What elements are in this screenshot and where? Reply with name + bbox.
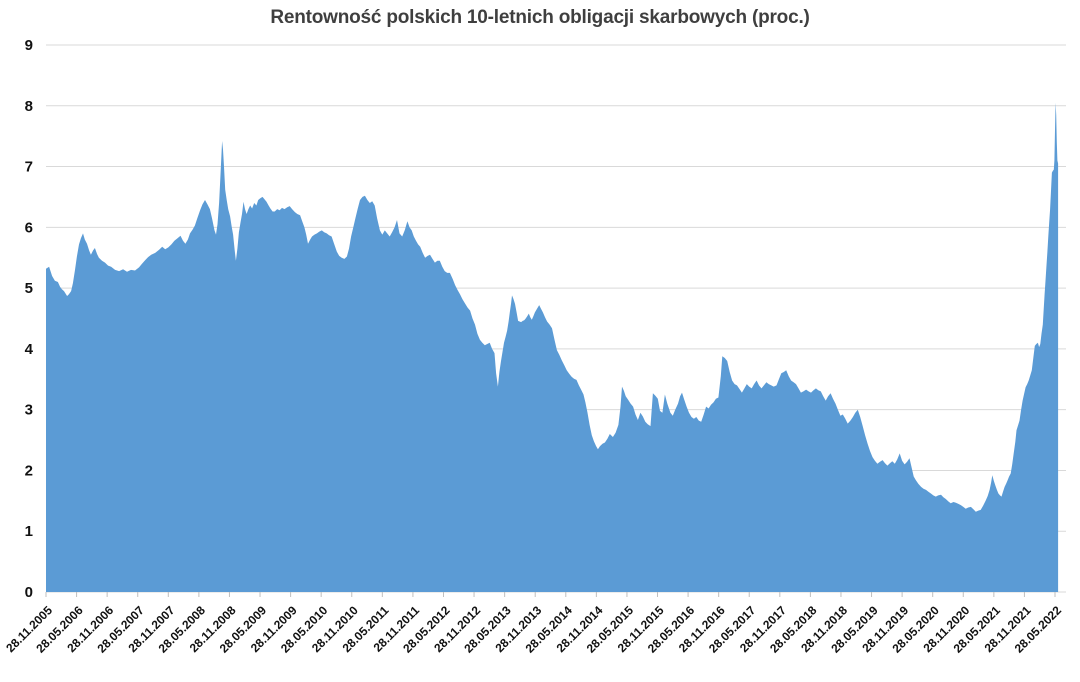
y-axis-label: 5 — [25, 280, 33, 297]
y-axis-label: 8 — [25, 98, 33, 115]
y-axis-label: 2 — [25, 462, 33, 479]
y-axis-label: 0 — [25, 584, 33, 601]
y-axis-label: 3 — [25, 402, 33, 419]
y-axis-label: 9 — [25, 37, 33, 54]
y-axis-label: 7 — [25, 159, 33, 176]
y-axis-label: 6 — [25, 219, 33, 236]
chart-title: Rentowność polskich 10-letnich obligacji… — [270, 7, 810, 28]
yield-area-series — [46, 102, 1059, 592]
y-axis-label: 1 — [25, 523, 33, 540]
y-axis-label: 4 — [25, 341, 34, 358]
